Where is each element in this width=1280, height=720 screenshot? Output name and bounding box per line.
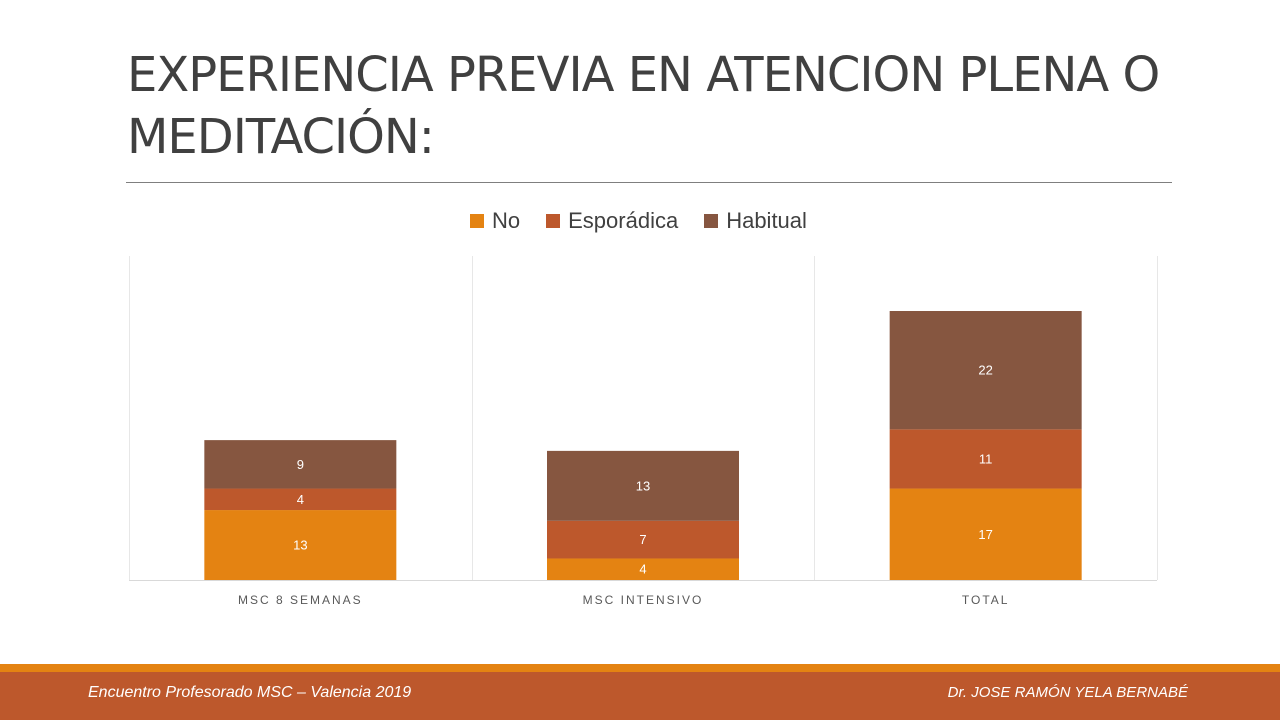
data-label-habitual: 13 <box>636 478 650 493</box>
legend-swatch-esporadica <box>546 214 561 228</box>
data-label-esporadica: 4 <box>297 492 304 507</box>
category-label: MSC 8 SEMANAS <box>238 593 363 607</box>
slide-title: EXPERIENCIA PREVIA EN ATENCION PLENA O M… <box>127 47 1160 165</box>
footer-author-text: Dr. JOSE RAMÓN YELA BERNABÉ <box>947 684 1188 701</box>
category-label: TOTAL <box>962 593 1010 607</box>
data-label-habitual: 22 <box>978 363 992 378</box>
bar-segment-esporadica <box>204 488 397 511</box>
chart-legend: No Esporádica Habitual <box>470 206 807 236</box>
bar-segment-no <box>547 558 739 580</box>
bar-segment-habitual <box>889 311 1082 430</box>
legend-swatch-habitual <box>704 214 719 228</box>
legend-label-habitual: Habitual <box>726 208 807 233</box>
footer-event-text: Encuentro Profesorado MSC – Valencia 201… <box>88 684 412 701</box>
title-divider <box>126 182 1172 183</box>
bar-segment-no <box>889 488 1082 580</box>
legend-label-no: No <box>492 208 521 233</box>
legend-swatch-no <box>470 214 484 228</box>
footer-stripe <box>0 664 1280 672</box>
bar-segment-habitual <box>204 440 397 489</box>
category-label: MSC INTENSIVO <box>583 593 704 607</box>
data-label-no: 4 <box>639 562 646 577</box>
bar-segment-habitual <box>547 450 739 521</box>
bar-segment-esporadica <box>889 429 1082 489</box>
legend-item-habitual: Habitual <box>704 208 807 234</box>
data-label-no: 17 <box>978 527 992 542</box>
bar-segment-esporadica <box>547 520 739 559</box>
data-label-no: 13 <box>293 538 307 553</box>
data-label-esporadica: 11 <box>979 451 993 466</box>
bar-segment-no <box>204 510 397 580</box>
footer-band <box>0 672 1280 720</box>
legend-item-no: No <box>470 208 520 234</box>
data-label-esporadica: 7 <box>639 532 646 547</box>
data-label-habitual: 9 <box>297 457 304 472</box>
stacked-bar-chart: 13 4 9 MSC 8 SEMANAS 4 7 13 MSC INTENSIVO 17 11 22… <box>129 256 1158 607</box>
legend-item-esporadica: Esporádica <box>546 208 678 234</box>
legend-label-esporadica: Esporádica <box>568 208 679 233</box>
